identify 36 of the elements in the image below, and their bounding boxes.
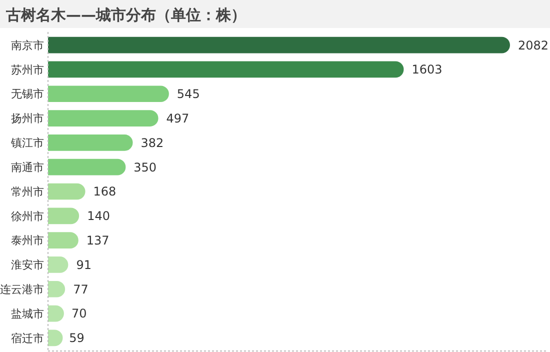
y-tick-label: 连云港市 bbox=[0, 282, 44, 296]
y-tick-label: 淮安市 bbox=[11, 258, 44, 272]
y-tick-label: 宿迁市 bbox=[11, 332, 44, 345]
data-label: 168 bbox=[93, 184, 116, 199]
bar bbox=[48, 110, 158, 126]
data-label: 1603 bbox=[412, 62, 442, 77]
y-tick-label: 扬州市 bbox=[11, 112, 44, 126]
data-label: 2082 bbox=[518, 38, 549, 52]
bar bbox=[48, 134, 133, 151]
y-tick-label: 徐州市 bbox=[11, 210, 44, 223]
chart-title: 古树名木——城市分布（单位：株） bbox=[5, 6, 246, 24]
y-tick-label: 苏州市 bbox=[11, 63, 44, 76]
bar bbox=[48, 61, 404, 78]
bar bbox=[48, 86, 169, 102]
data-label: 497 bbox=[166, 111, 190, 126]
bar bbox=[48, 158, 126, 176]
bar bbox=[48, 208, 80, 224]
data-label: 350 bbox=[134, 160, 157, 174]
y-tick-label: 镇江市 bbox=[10, 136, 44, 150]
y-tick-label: 南通市 bbox=[11, 160, 44, 174]
data-label: 91 bbox=[76, 258, 92, 272]
data-label: 545 bbox=[176, 87, 200, 102]
data-label: 137 bbox=[86, 234, 110, 248]
y-tick-label: 南京市 bbox=[11, 38, 44, 52]
bar bbox=[48, 183, 86, 200]
y-tick-label: 盐城市 bbox=[11, 307, 44, 320]
data-label: 59 bbox=[69, 331, 84, 346]
data-label: 77 bbox=[73, 282, 88, 296]
data-label: 140 bbox=[87, 209, 110, 224]
y-tick-label: 常州市 bbox=[11, 185, 44, 198]
data-label: 382 bbox=[140, 136, 164, 150]
y-tick-label: 泰州市 bbox=[11, 234, 44, 248]
y-tick-label: 无锡市 bbox=[11, 88, 44, 101]
bar bbox=[48, 232, 78, 248]
data-label: 70 bbox=[72, 306, 87, 321]
bar bbox=[48, 36, 510, 54]
